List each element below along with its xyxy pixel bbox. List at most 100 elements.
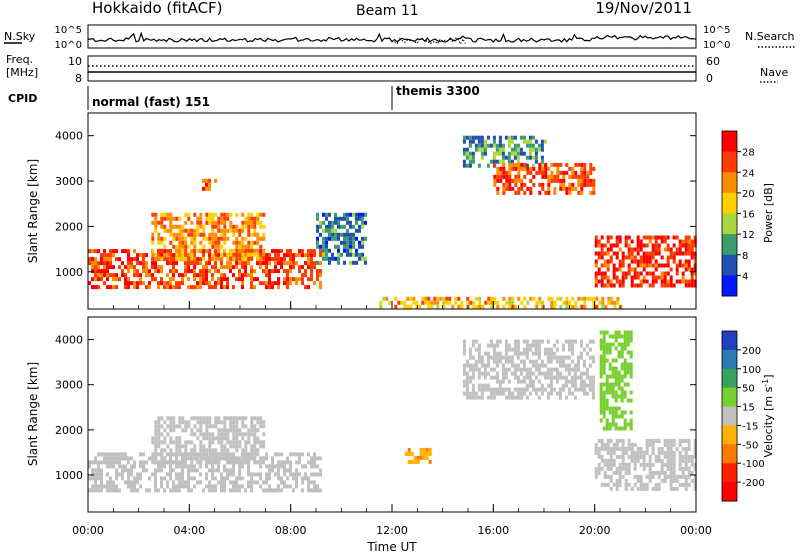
echo-cell: [106, 273, 109, 278]
echo-cell: [465, 359, 469, 364]
echo-cell: [537, 379, 541, 384]
echo-cell: [514, 178, 518, 183]
echo-cell: [181, 228, 185, 233]
echo-cell: [416, 459, 420, 464]
echo-cell: [205, 428, 209, 433]
echo-cell: [532, 296, 536, 301]
echo-cell: [422, 455, 426, 460]
echo-cell: [513, 155, 517, 160]
echo-cell: [615, 239, 619, 244]
echo-cell: [623, 358, 627, 363]
echo-cell: [684, 259, 688, 264]
echo-cell: [265, 476, 268, 481]
echo-cell: [88, 464, 91, 469]
echo-cell: [513, 135, 517, 140]
echo-cell: [507, 379, 511, 384]
echo-cell: [316, 216, 319, 221]
echo-cell: [190, 432, 194, 437]
echo-cell: [157, 285, 160, 290]
y-tick-label: 2000: [55, 424, 83, 437]
echo-cell: [693, 255, 697, 260]
echo-cell: [599, 366, 603, 371]
echo-cell: [292, 452, 295, 457]
echo-cell: [301, 488, 304, 493]
velocity-colorbar-blocks: [722, 331, 737, 502]
echo-cell: [268, 261, 271, 266]
echo-cell: [172, 416, 176, 421]
echo-cell: [226, 277, 229, 282]
echo-cell: [627, 454, 631, 459]
echo-cell: [580, 182, 584, 187]
echo-cell: [558, 395, 562, 400]
echo-cell: [489, 367, 493, 372]
echo-cell: [600, 243, 604, 248]
echo-cell: [181, 224, 185, 229]
echo-cell: [223, 212, 227, 217]
echo-cell: [519, 379, 523, 384]
echo-cell: [208, 436, 212, 441]
echo-cell: [340, 216, 343, 221]
echo-cell: [232, 420, 236, 425]
echo-cell: [253, 428, 257, 433]
echo-cell: [163, 420, 167, 425]
echo-cell: [343, 216, 346, 221]
echo-cell: [654, 239, 658, 244]
echo-cell: [235, 420, 239, 425]
echo-cell: [379, 300, 383, 305]
echo-cell: [522, 339, 526, 344]
echo-cell: [304, 476, 307, 481]
echo-cell: [675, 446, 679, 451]
echo-cell: [561, 387, 565, 392]
echo-cell: [520, 300, 524, 305]
echo-cell: [609, 454, 613, 459]
echo-cell: [166, 252, 170, 257]
echo-cell: [490, 304, 494, 309]
echo-cell: [247, 252, 251, 257]
echo-cell: [211, 472, 214, 477]
echo-cell: [199, 220, 203, 225]
echo-cell: [623, 390, 627, 395]
echo-cell: [106, 484, 109, 489]
echo-cell: [241, 285, 244, 290]
echo-cell: [262, 488, 265, 493]
echo-cell: [495, 387, 499, 392]
echo-cell: [154, 220, 158, 225]
echo-cell: [624, 243, 628, 248]
echo-cell: [202, 236, 206, 241]
echo-cell: [541, 186, 545, 191]
echo-cell: [663, 279, 667, 284]
echo-cell: [528, 375, 532, 380]
echo-cell: [160, 460, 164, 465]
echo-cell: [623, 394, 627, 399]
echo-cell: [307, 249, 310, 254]
echo-cell: [556, 178, 560, 183]
echo-cell: [220, 256, 224, 261]
echo-cell: [406, 296, 410, 301]
echo-cell: [166, 285, 169, 290]
echo-cell: [235, 480, 238, 485]
echo-cell: [163, 236, 167, 241]
echo-cell: [615, 470, 619, 475]
echo-cell: [349, 240, 352, 245]
echo-cell: [630, 255, 634, 260]
echo-cell: [430, 300, 434, 305]
echo-cell: [97, 488, 100, 493]
echo-cell: [537, 351, 541, 356]
x-tick-label: 00:00: [680, 524, 712, 537]
echo-cell: [602, 394, 606, 399]
power-panel-bg: [88, 113, 696, 309]
echo-cell: [334, 256, 337, 261]
echo-cell: [181, 244, 185, 249]
echo-cell: [404, 451, 408, 456]
echo-cell: [480, 391, 484, 396]
echo-cell: [157, 428, 161, 433]
echo-cell: [580, 178, 584, 183]
echo-cell: [241, 436, 245, 441]
echo-cell: [576, 375, 580, 380]
echo-cell: [547, 174, 551, 179]
echo-cell: [620, 410, 624, 415]
echo-cell: [522, 367, 526, 372]
echo-cell: [663, 275, 667, 280]
echo-cell: [462, 159, 466, 164]
echo-cell: [163, 440, 167, 445]
